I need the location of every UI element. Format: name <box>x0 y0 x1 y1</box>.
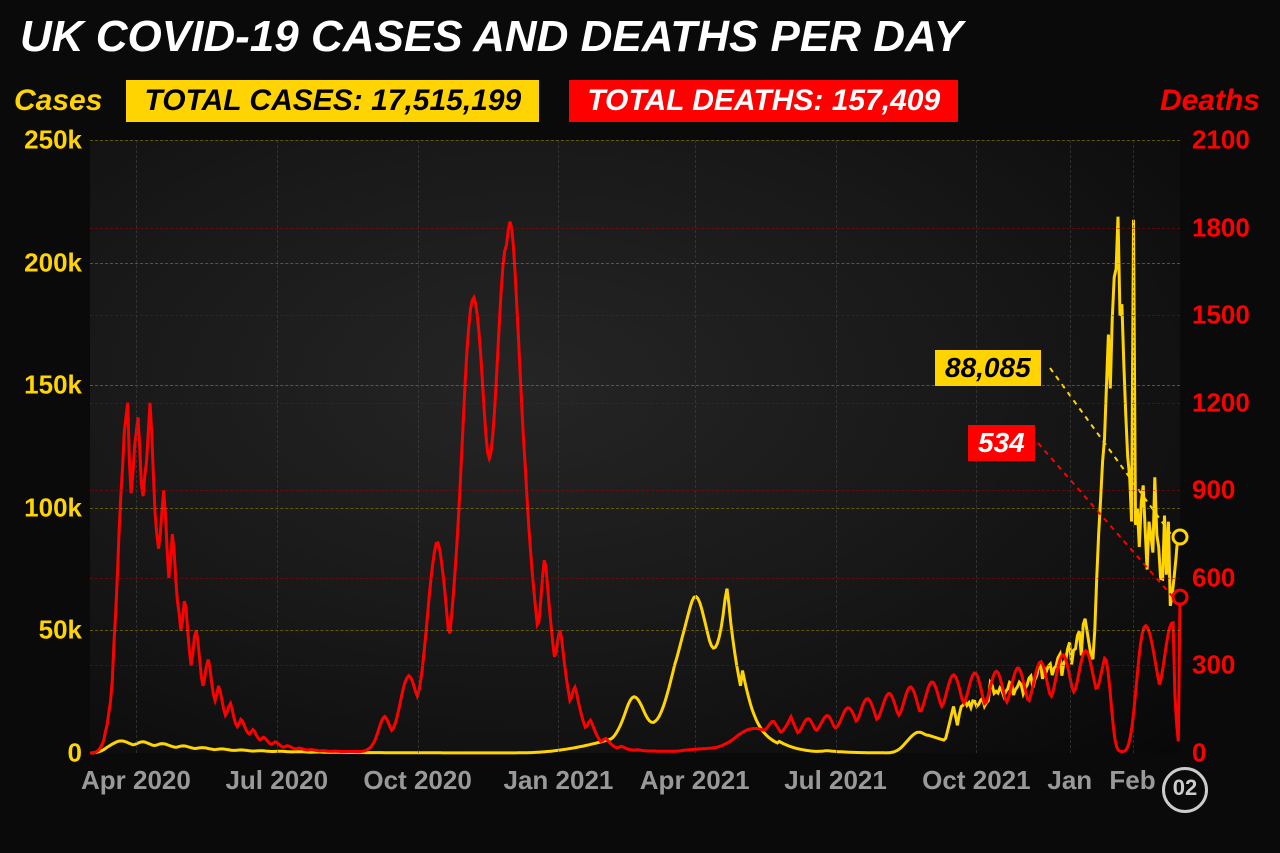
cases-end-marker <box>1173 530 1187 544</box>
y-right-tick-label: 1800 <box>1192 212 1280 243</box>
y-left-tick-label: 100k <box>2 492 82 523</box>
x-tick-label: Oct 2020 <box>363 765 471 796</box>
gridline-horizontal <box>90 490 1180 491</box>
y-right-tick-label: 900 <box>1192 475 1280 506</box>
cases-axis-label: Cases <box>0 84 116 118</box>
current-date-marker: 02 <box>1162 767 1208 813</box>
x-tick-label: Jul 2020 <box>225 765 328 796</box>
gridline-vertical <box>1070 140 1071 753</box>
gridline-horizontal <box>90 140 1180 141</box>
chart-title: UK COVID-19 CASES AND DEATHS PER DAY <box>20 12 1260 62</box>
deaths-end-marker <box>1173 590 1187 604</box>
y-right-tick-label: 1500 <box>1192 300 1280 331</box>
gridline-horizontal <box>90 665 1180 666</box>
y-right-tick-label: 2100 <box>1192 125 1280 156</box>
total-deaths-badge: TOTAL DEATHS: 157,409 <box>569 80 958 122</box>
y-right-tick-label: 1200 <box>1192 387 1280 418</box>
y-right-tick-label: 300 <box>1192 650 1280 681</box>
y-left-tick-label: 200k <box>2 247 82 278</box>
gridline-horizontal <box>90 315 1180 316</box>
y-right-tick-label: 0 <box>1192 738 1280 769</box>
gridline-vertical <box>277 140 278 753</box>
gridline-horizontal <box>90 403 1180 404</box>
gridline-horizontal <box>90 263 1180 264</box>
y-left-tick-label: 50k <box>2 615 82 646</box>
gridline-vertical <box>836 140 837 753</box>
gridline-vertical <box>418 140 419 753</box>
cases-callout: 88,085 <box>935 350 1041 386</box>
total-cases-badge: TOTAL CASES: 17,515,199 <box>126 80 539 122</box>
x-tick-label: Feb <box>1109 765 1155 796</box>
deaths-callout: 534 <box>968 425 1035 461</box>
y-left-tick-label: 0 <box>2 738 82 769</box>
gridline-horizontal <box>90 508 1180 509</box>
deaths-axis-label: Deaths <box>1146 84 1280 118</box>
x-tick-label: Apr 2021 <box>640 765 750 796</box>
gridline-vertical <box>136 140 137 753</box>
y-left-tick-label: 250k <box>2 125 82 156</box>
x-tick-label: Jan 2021 <box>504 765 614 796</box>
y-right-tick-label: 600 <box>1192 562 1280 593</box>
subheader-row: Cases TOTAL CASES: 17,515,199 TOTAL DEAT… <box>0 76 1280 126</box>
gridline-horizontal <box>90 630 1180 631</box>
y-left-tick-label: 150k <box>2 370 82 401</box>
x-tick-label: Apr 2020 <box>81 765 191 796</box>
x-tick-label: Jan <box>1047 765 1092 796</box>
gridline-horizontal <box>90 578 1180 579</box>
x-tick-label: Oct 2021 <box>922 765 1030 796</box>
chart-container: UK COVID-19 CASES AND DEATHS PER DAY Cas… <box>0 0 1280 853</box>
gridline-vertical <box>695 140 696 753</box>
x-tick-label: Jul 2021 <box>784 765 887 796</box>
gridline-horizontal <box>90 228 1180 229</box>
deaths-line <box>90 222 1180 753</box>
gridline-vertical <box>1133 140 1134 753</box>
plot-area: 050k100k150k200k250k03006009001200150018… <box>90 140 1180 753</box>
gridline-vertical <box>558 140 559 753</box>
